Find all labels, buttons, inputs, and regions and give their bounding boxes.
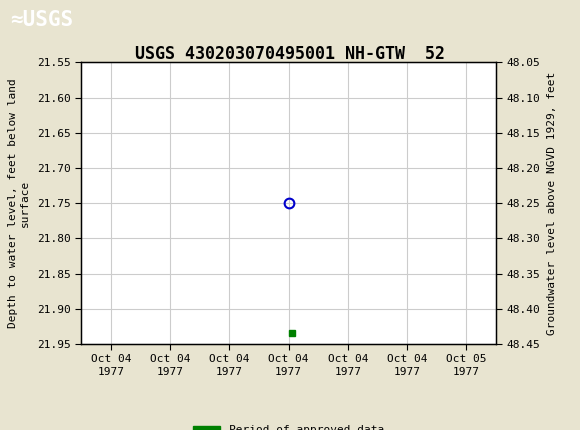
Text: ≈USGS: ≈USGS — [10, 10, 73, 31]
Y-axis label: Groundwater level above NGVD 1929, feet: Groundwater level above NGVD 1929, feet — [547, 71, 557, 335]
Text: USGS 430203070495001 NH-GTW  52: USGS 430203070495001 NH-GTW 52 — [135, 45, 445, 63]
Y-axis label: Depth to water level, feet below land
surface: Depth to water level, feet below land su… — [9, 78, 30, 328]
Legend: Period of approved data: Period of approved data — [188, 421, 389, 430]
